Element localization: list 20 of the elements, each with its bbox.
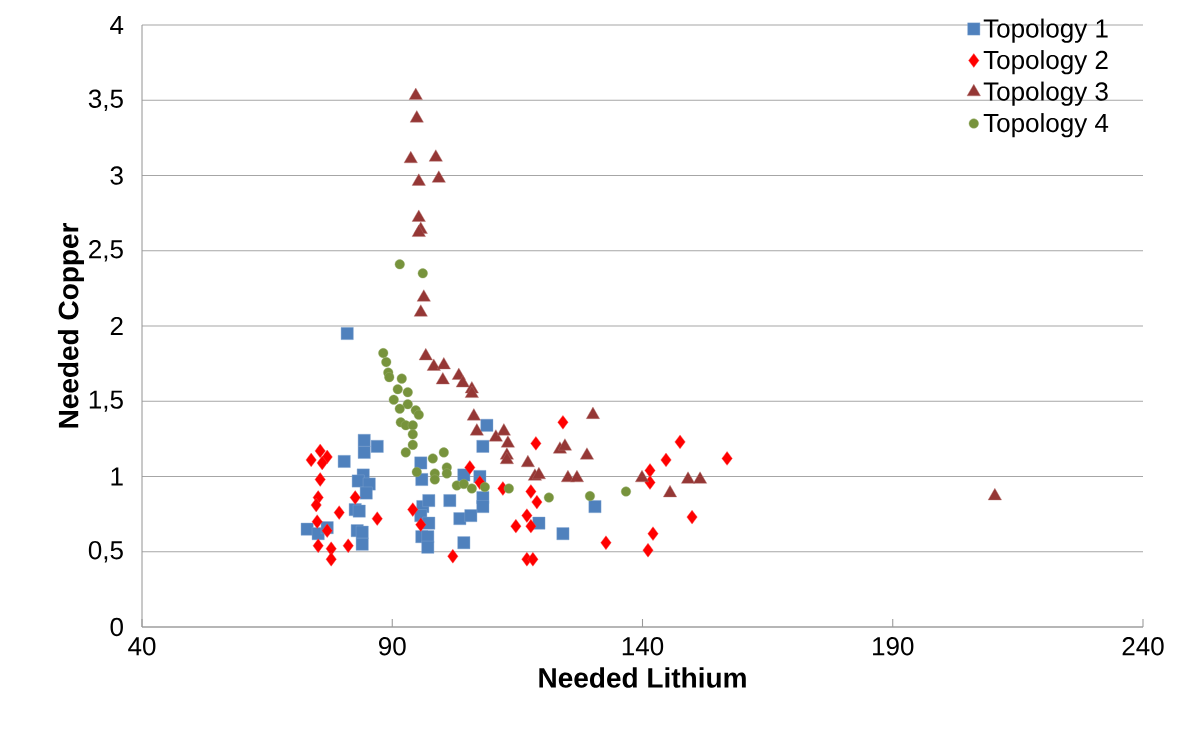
y-tick-label: 0	[110, 617, 123, 637]
legend-label: Topology 3	[983, 81, 1108, 106]
y-tick-label: 4	[110, 16, 124, 34]
x-tick-label: 90	[379, 637, 406, 656]
x-tick-label: 190	[873, 637, 914, 656]
y-axis-title: Needed Copper	[57, 222, 84, 428]
y-tick-label: 0,5	[88, 541, 123, 563]
y-tick-label: 1,5	[89, 390, 123, 412]
y-tick-label: 2,5	[89, 240, 123, 262]
y-tick-label: 3	[110, 166, 123, 185]
legend-label: Topology 1	[983, 18, 1108, 43]
y-tick-label: 1	[111, 467, 123, 486]
x-axis-title: Needed Lithium	[539, 667, 746, 688]
x-tick-label: 140	[622, 637, 664, 656]
x-tick-label: 240	[1122, 637, 1164, 656]
y-tick-label: 2	[110, 316, 123, 336]
y-tick-label: 3,5	[88, 89, 123, 111]
legend-label: Topology 2	[983, 50, 1108, 75]
x-tick-label: 40	[128, 637, 156, 656]
legend-label: Topology 4	[983, 113, 1109, 138]
